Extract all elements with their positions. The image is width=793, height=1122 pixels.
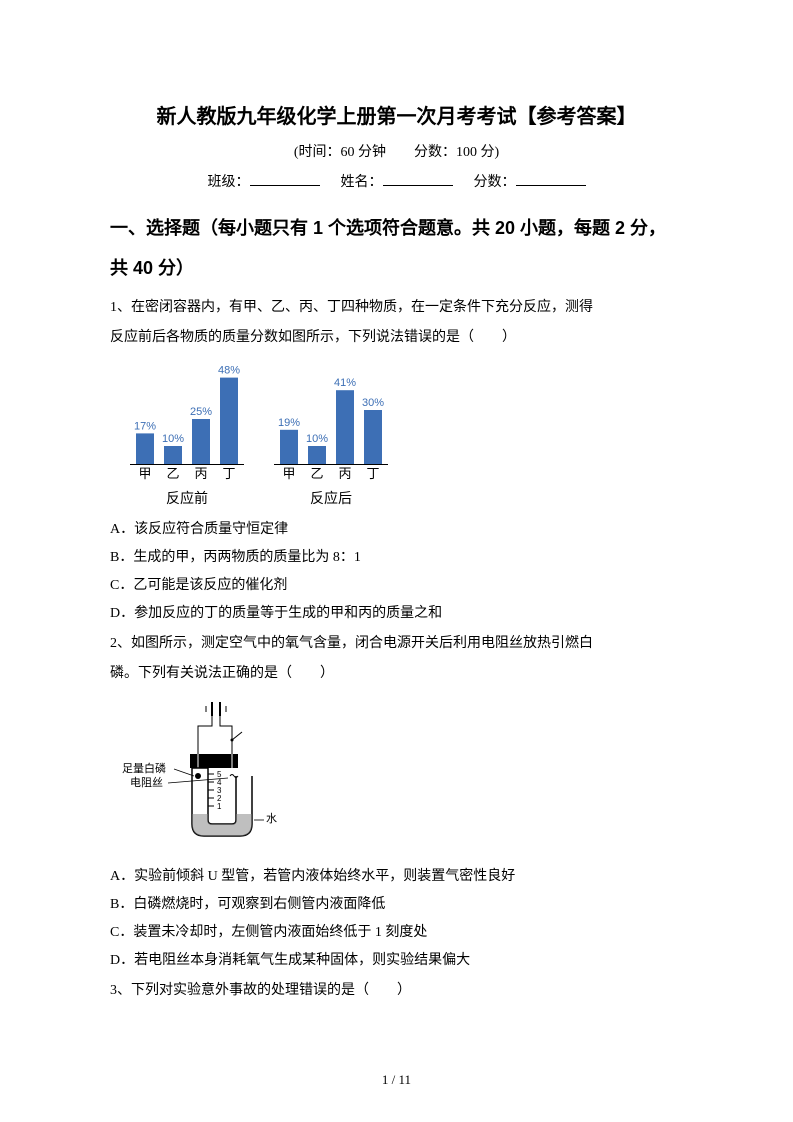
svg-text:48%: 48% [218, 365, 240, 377]
q1-stem-line2: 反应前后各物质的质量分数如图所示，下列说法错误的是（ ） [110, 324, 683, 352]
svg-text:水: 水 [266, 812, 277, 825]
q2-option-a: A．实验前倾斜 U 型管，若管内液体始终水平，则装置气密性良好 [110, 863, 683, 891]
svg-text:丙: 丙 [338, 466, 351, 481]
svg-text:1: 1 [217, 802, 222, 811]
q2-option-d: D．若电阻丝本身消耗氧气生成某种固体，则实验结果偏大 [110, 947, 683, 975]
name-label: 姓名： [341, 175, 383, 190]
svg-text:丁: 丁 [366, 466, 379, 481]
q2-diagram: 54321足量白磷电阻丝水 [120, 696, 683, 857]
info-line: 班级： 姓名： 分数： [110, 171, 683, 191]
svg-text:丁: 丁 [222, 466, 235, 481]
q3-stem: 3、下列对实验意外事故的处理错误的是（ ） [110, 977, 683, 1005]
svg-text:乙: 乙 [310, 466, 323, 481]
q1-charts: 17% 甲 10% 乙 25% 丙 48% 丁 反应前 19% 甲 10% 乙 41% 丙 30% 丁 反应… [130, 358, 683, 514]
svg-text:甲: 甲 [138, 466, 151, 481]
q2-option-b: B．白磷燃烧时，可观察到右侧管内液面降低 [110, 891, 683, 919]
class-blank [250, 172, 320, 186]
svg-text:17%: 17% [134, 421, 156, 433]
svg-text:电阻丝: 电阻丝 [130, 776, 163, 789]
q1-option-b: B．生成的甲，丙两物质的质量比为 8：1 [110, 544, 683, 572]
svg-text:25%: 25% [190, 406, 212, 418]
q1-option-c: C．乙可能是该反应的催化剂 [110, 572, 683, 600]
chart-after-block: 19% 甲 10% 乙 41% 丙 30% 丁 反应后 [274, 358, 388, 514]
exam-meta: (时间：60 分钟 分数：100 分) [110, 141, 683, 161]
svg-text:19%: 19% [278, 417, 300, 429]
svg-text:乙: 乙 [166, 466, 179, 481]
q2-stem-line2: 磷。下列有关说法正确的是（ ） [110, 660, 683, 688]
section-1-heading: 一、选择题（每小题只有 1 个选项符合题意。共 20 小题，每题 2 分，共 4… [110, 209, 683, 288]
score-blank [516, 172, 586, 186]
svg-text:30%: 30% [362, 397, 384, 409]
page-title: 新人教版九年级化学上册第一次月考考试【参考答案】 [110, 100, 683, 129]
page-number: 1 / 11 [0, 1072, 793, 1088]
chart-after: 19% 甲 10% 乙 41% 丙 30% 丁 [274, 358, 388, 482]
q1-stem-line1: 1、在密闭容器内，有甲、乙、丙、丁四种物质，在一定条件下充分反应，测得 [110, 294, 683, 322]
chart-before: 17% 甲 10% 乙 25% 丙 48% 丁 [130, 358, 244, 482]
q2-stem-line1: 2、如图所示，测定空气中的氧气含量，闭合电源开关后利用电阻丝放热引燃白 [110, 630, 683, 658]
class-label: 班级： [208, 175, 250, 190]
q1-option-d: D．参加反应的丁的质量等于生成的甲和丙的质量之和 [110, 600, 683, 628]
score-label: 分数： [474, 175, 516, 190]
chart-after-caption: 反应后 [310, 486, 352, 514]
chart-before-caption: 反应前 [166, 486, 208, 514]
q2-option-c: C．装置未冷却时，左侧管内液面始终低于 1 刻度处 [110, 919, 683, 947]
svg-text:10%: 10% [306, 433, 328, 445]
name-blank [383, 172, 453, 186]
chart-before-block: 17% 甲 10% 乙 25% 丙 48% 丁 反应前 [130, 358, 244, 514]
svg-text:甲: 甲 [282, 466, 295, 481]
svg-text:丙: 丙 [194, 466, 207, 481]
svg-text:足量白磷: 足量白磷 [122, 761, 166, 775]
svg-text:10%: 10% [162, 433, 184, 445]
q1-option-a: A．该反应符合质量守恒定律 [110, 516, 683, 544]
svg-text:41%: 41% [334, 377, 356, 389]
